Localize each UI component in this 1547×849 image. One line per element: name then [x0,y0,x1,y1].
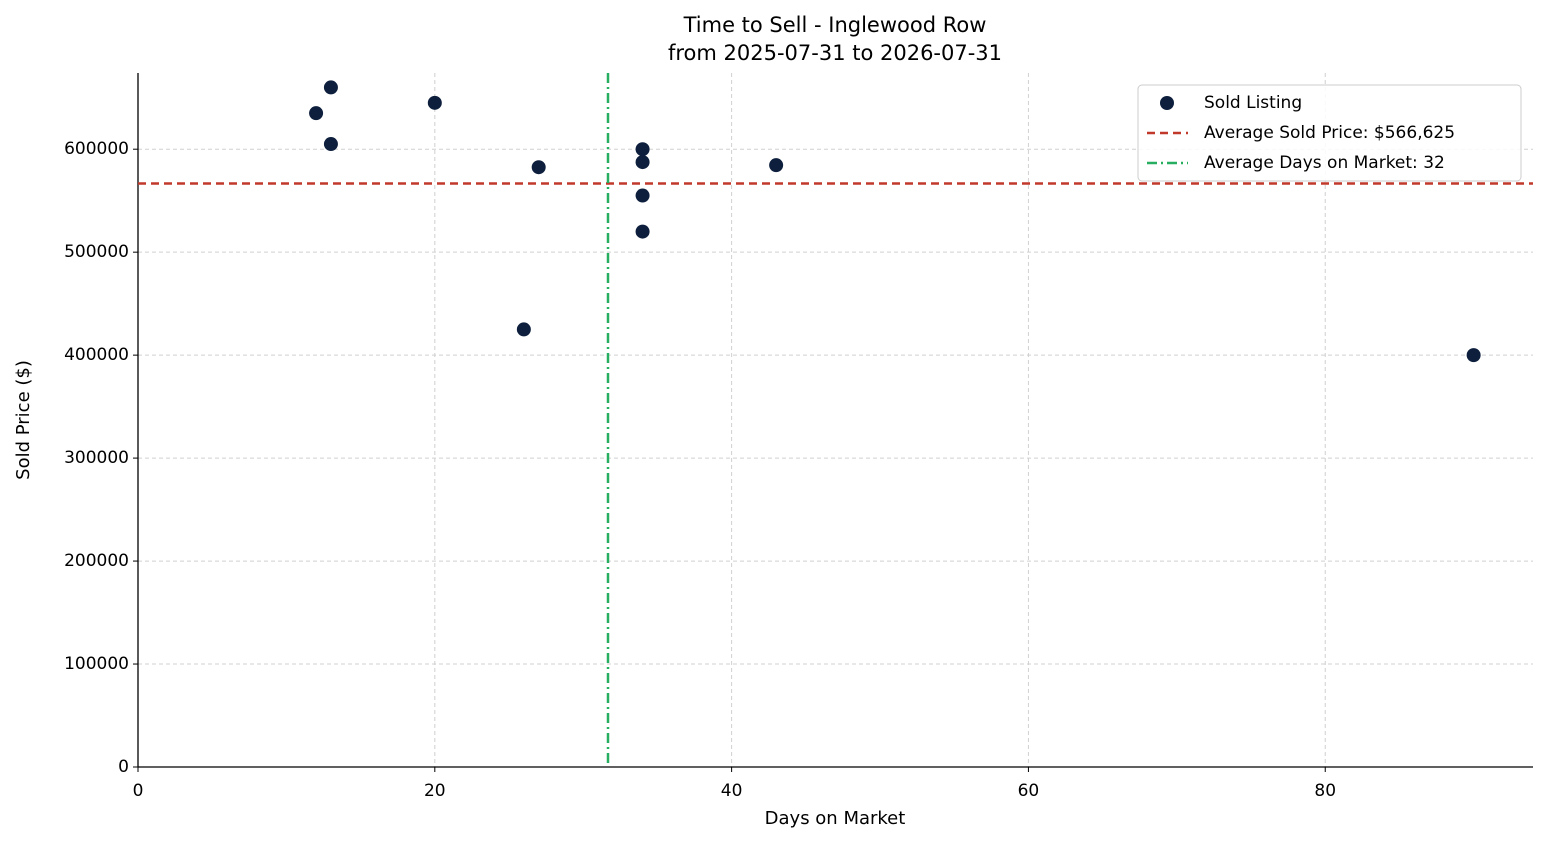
point [323,137,338,152]
point [323,80,338,95]
y-tick-label: 500000 [64,242,129,262]
x-tick-label: 40 [721,781,743,801]
chart-title: Time to Sell - Inglewood Row [683,13,987,37]
x-tick-label: 20 [424,781,446,801]
legend-box [1137,84,1522,182]
x-tick-label: 0 [133,781,144,801]
x-axis-label: Days on Market [765,808,906,829]
chart-subtitle: from 2025-07-31 to 2026-07-31 [668,41,1002,65]
point [769,158,784,173]
point [635,142,650,157]
point [1466,348,1481,363]
y-tick-label: 300000 [64,448,129,468]
point [635,188,650,203]
y-tick-label: 600000 [64,139,129,159]
legend-label: Sold Listing [1204,93,1302,113]
point [531,160,546,175]
point [635,155,650,170]
y-tick-label: 400000 [64,345,129,365]
point [309,106,324,121]
y-axis-label: Sold Price ($) [13,360,34,480]
point [635,224,650,239]
legend-label: Average Sold Price: $566,625 [1204,123,1455,143]
y-tick-label: 100000 [64,654,129,674]
x-tick-label: 80 [1314,781,1336,801]
y-tick-label: 200000 [64,551,129,571]
point [516,322,531,337]
legend-marker [1160,96,1174,110]
legend-label: Average Days on Market: 32 [1204,153,1445,173]
point [427,95,442,110]
y-tick-label: 0 [118,757,129,777]
x-tick-label: 60 [1018,781,1040,801]
